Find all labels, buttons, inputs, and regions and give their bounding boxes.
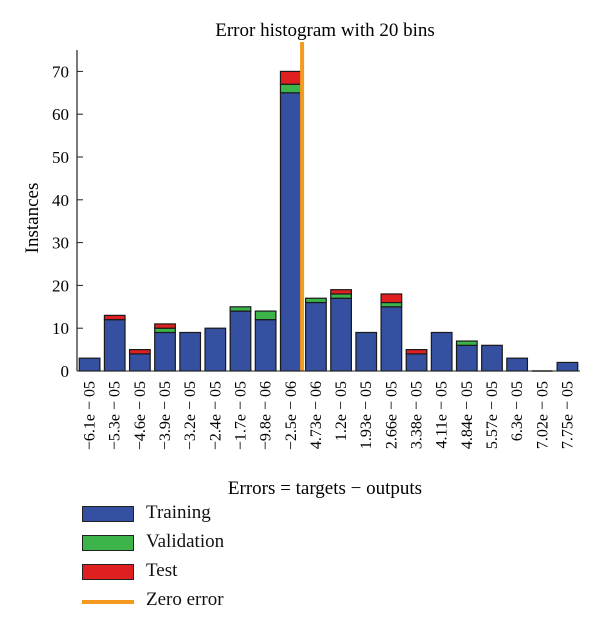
bar-training xyxy=(380,306,403,372)
y-axis-label: Instances xyxy=(22,183,43,254)
bar-test xyxy=(154,323,176,329)
legend-label-test: Test xyxy=(146,560,178,581)
legend-item-training: Training xyxy=(80,502,340,528)
legend-swatch-validation xyxy=(82,535,134,551)
x-tick-label: −9.8e − 06 xyxy=(258,381,275,450)
x-tick-label: 5.57e − 05 xyxy=(484,381,501,449)
bar-training xyxy=(355,331,378,372)
bar-training xyxy=(154,331,176,372)
x-tick-label: −2.4e − 05 xyxy=(207,381,224,450)
bar-training xyxy=(305,301,327,372)
y-tick-label: 0 xyxy=(61,362,70,381)
x-tick-label: 4.73e − 06 xyxy=(308,381,325,449)
y-tick-label: 30 xyxy=(52,234,69,253)
legend-item-zero-error: Zero error xyxy=(80,589,340,615)
x-tick-label: 3.38e − 05 xyxy=(409,381,426,449)
bar-training xyxy=(103,319,126,372)
error-histogram-chart: Error histogram with 20 bins Instances E… xyxy=(22,20,580,499)
bar-test xyxy=(380,293,403,304)
x-tick-label: −5.3e − 05 xyxy=(107,381,124,450)
x-tick-label: 7.75e − 05 xyxy=(559,381,576,449)
x-tick-label: −1.7e − 05 xyxy=(232,381,249,450)
bar-training xyxy=(279,92,302,372)
legend-item-validation: Validation xyxy=(80,531,340,557)
x-tick-label: 7.02e − 05 xyxy=(534,381,551,449)
legend-swatch-zero-error xyxy=(82,600,134,604)
bar-training xyxy=(506,357,529,372)
bar-training xyxy=(78,357,101,372)
y-tick-label: 50 xyxy=(52,148,69,167)
bar-training xyxy=(481,344,503,372)
legend-label-zero-error: Zero error xyxy=(146,589,224,610)
y-tick-label: 70 xyxy=(52,62,69,81)
y-tick-label: 40 xyxy=(52,191,69,210)
bar-training xyxy=(455,344,478,372)
x-tick-label: 4.84e − 05 xyxy=(459,381,476,449)
legend-swatch-training xyxy=(82,506,134,522)
bar-training xyxy=(254,319,277,372)
legend-swatch-test xyxy=(82,564,134,580)
bar-validation xyxy=(254,310,277,321)
x-tick-label: 6.3e − 05 xyxy=(509,381,526,441)
bar-training xyxy=(330,297,352,372)
legend-item-test: Test xyxy=(80,560,340,586)
x-tick-label: −3.2e − 05 xyxy=(182,381,199,450)
x-tick-label: 2.66e − 05 xyxy=(383,381,400,449)
x-tick-label: 1.2e − 05 xyxy=(333,381,350,441)
legend-label-training: Training xyxy=(146,502,211,523)
bar-training xyxy=(556,361,579,372)
x-tick-label: −2.5e − 06 xyxy=(283,381,300,450)
bar-test xyxy=(279,70,302,85)
bar-training xyxy=(128,353,151,372)
bar-training xyxy=(179,331,202,372)
bar-training xyxy=(405,353,428,372)
x-axis-label: Errors = targets − outputs xyxy=(228,478,422,499)
bar-validation xyxy=(305,297,327,304)
bar-validation xyxy=(455,340,478,346)
x-tick-label: 4.11e − 05 xyxy=(434,381,451,449)
chart-title: Error histogram with 20 bins xyxy=(215,20,435,41)
bar-training xyxy=(204,327,227,372)
bar-test xyxy=(330,289,352,295)
y-tick-label: 20 xyxy=(52,276,69,295)
x-tick-label: 1.93e − 05 xyxy=(358,381,375,449)
x-tick-label: −3.9e − 05 xyxy=(157,381,174,450)
legend-label-validation: Validation xyxy=(146,531,225,552)
bar-test xyxy=(128,349,151,355)
y-tick-label: 60 xyxy=(52,105,69,124)
bar-validation xyxy=(279,83,302,94)
x-tick-label: −6.1e − 05 xyxy=(82,381,99,450)
plot-area: 0 10 20 30 40 50 60 70 −6.1e − 05 −5.3e − 05 −4.6e… xyxy=(52,42,580,450)
bar-validation xyxy=(330,293,352,299)
y-tick-label: 10 xyxy=(52,319,69,338)
bar-validation xyxy=(380,301,403,308)
bar-validation xyxy=(154,327,176,334)
bar-test xyxy=(405,349,428,355)
bar-training xyxy=(229,310,252,372)
x-tick-label: −4.6e − 05 xyxy=(132,381,149,450)
bar-test xyxy=(103,314,126,321)
bar-training xyxy=(430,331,453,372)
bar-validation xyxy=(229,306,252,312)
